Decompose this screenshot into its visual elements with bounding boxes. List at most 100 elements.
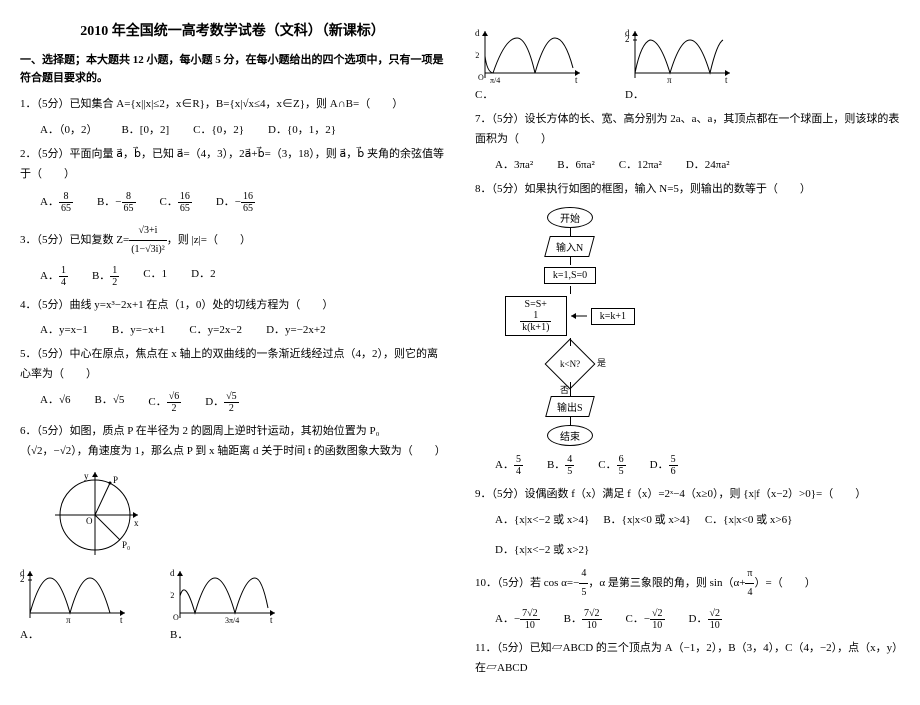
question-6: 6．（5分）如图，质点 P 在半径为 2 的圆周上逆时针运动，其初始位置为 P₀… <box>20 422 445 462</box>
flow-output: 输出S <box>545 396 594 417</box>
q8-opt-b: B．45 <box>547 454 574 477</box>
q6-graph-a: 2 π t d A． <box>20 568 130 642</box>
circle-diagram: P P₀ O x y <box>50 470 140 560</box>
question-8: 8．（5分）如果执行如图的框图，输入 N=5，则输出的数等于（ ） <box>475 180 900 200</box>
graph-label-c: C． <box>475 86 585 102</box>
q10-opt-a: A．−7√210 <box>495 608 540 631</box>
q5-opt-d: D．√52 <box>205 391 238 414</box>
q2-opt-d: D．−1665 <box>216 191 255 214</box>
q5-options: A．√6 B．√5 C．√62 D．√52 <box>40 391 445 414</box>
q2-opt-b: B．−865 <box>97 191 136 214</box>
q10-options: A．−7√210 B．7√210 C．−√210 D．√210 <box>495 608 900 631</box>
q1-options: A．（0，2） B．[0，2] C．{0，2} D．{0，1，2} <box>40 121 445 137</box>
flow-init: k=1,S=0 <box>544 267 596 284</box>
q4-opt-d: D．y=−2x+2 <box>266 321 326 337</box>
svg-text:√2: √2 <box>475 51 479 60</box>
q6-graphs-ab: 2 π t d A． √2 3π/4 t d O B． <box>20 568 445 642</box>
q8-options: A．54 B．45 C．65 D．56 <box>495 454 900 477</box>
flowchart: 开始 输入N k=1,S=0 S=S+1k(k+1) k=k+1 k<N? 是 … <box>505 207 900 446</box>
svg-text:d: d <box>475 28 480 38</box>
svg-text:d: d <box>20 568 25 578</box>
q5-opt-c: C．√62 <box>148 391 181 414</box>
q4-opt-c: C．y=2x−2 <box>189 321 242 337</box>
q9-opt-c: C．{x|x<0 或 x>6} <box>705 511 793 527</box>
svg-text:π: π <box>667 75 672 83</box>
q3-opt-d: D．2 <box>191 265 215 288</box>
q5-opt-b: B．√5 <box>94 391 124 414</box>
graph-label-a: A． <box>20 626 130 642</box>
question-10: 10．（5分）若 cos α=−45，α 是第三象限的角，则 sin（α+π4）… <box>475 565 900 602</box>
question-1: 1．（5分）已知集合 A={x||x|≤2，x∈R}，B={x|√x≤4，x∈Z… <box>20 95 445 115</box>
flow-no: 否 <box>560 383 569 396</box>
q9-opt-b: B．{x|x<0 或 x>4} <box>603 511 691 527</box>
q1-opt-c: C．{0，2} <box>193 121 244 137</box>
q6-graph-d: 2 π t d D． <box>625 28 735 102</box>
q5-opt-a: A．√6 <box>40 391 70 414</box>
section-header: 一、选择题；本大题共 12 小题，每小题 5 分，在每小题给出的四个选项中，只有… <box>20 52 445 87</box>
graph-label-b: B． <box>170 626 280 642</box>
svg-text:x: x <box>134 518 139 528</box>
q10-opt-d: D．√210 <box>689 608 722 631</box>
svg-text:t: t <box>120 615 123 623</box>
svg-text:π: π <box>66 615 71 623</box>
q1-opt-b: B．[0，2] <box>121 121 169 137</box>
q6-graph-c: √2 π/4 t d O C． <box>475 28 585 102</box>
flow-cond: k<N? <box>545 339 596 390</box>
svg-text:O: O <box>86 516 93 526</box>
svg-text:3π/4: 3π/4 <box>225 616 239 623</box>
q2-opt-a: A．865 <box>40 191 73 214</box>
graph-label-d: D． <box>625 86 735 102</box>
svg-text:t: t <box>575 75 578 83</box>
flow-yes: 是 <box>597 356 606 369</box>
question-4: 4．（5分）曲线 y=x³−2x+1 在点（1，0）处的切线方程为（ ） <box>20 296 445 316</box>
question-5: 5．（5分）中心在原点，焦点在 x 轴上的双曲线的一条渐近线经过点（4，2），则… <box>20 345 445 385</box>
q7-opt-c: C．12πa² <box>619 156 662 172</box>
svg-text:t: t <box>725 75 728 83</box>
flow-end: 结束 <box>547 425 593 446</box>
question-7: 7．（5分）设长方体的长、宽、高分别为 2a、a、a，其顶点都在一个球面上，则该… <box>475 110 900 150</box>
flow-inc: k=k+1 <box>591 308 635 325</box>
q9-options: A．{x|x<−2 或 x>4} B．{x|x<0 或 x>4} C．{x|x<… <box>495 511 900 557</box>
svg-text:t: t <box>270 615 273 623</box>
svg-text:π/4: π/4 <box>490 76 500 83</box>
question-2: 2．（5分）平面向量 a⃗，b⃗，已知 a⃗=（4，3），2a⃗+b⃗=（3，1… <box>20 145 445 185</box>
q1-opt-d: D．{0，1，2} <box>268 121 336 137</box>
q9-opt-a: A．{x|x<−2 或 x>4} <box>495 511 589 527</box>
svg-text:d: d <box>625 28 630 38</box>
svg-text:d: d <box>170 568 175 578</box>
q4-opt-a: A．y=x−1 <box>40 321 88 337</box>
q4-opt-b: B．y=−x+1 <box>112 321 165 337</box>
q8-opt-a: A．54 <box>495 454 523 477</box>
q7-opt-a: A．3πa² <box>495 156 533 172</box>
svg-text:O: O <box>478 73 484 82</box>
flow-calc: S=S+1k(k+1) <box>505 296 567 336</box>
q2-opt-c: C．1665 <box>160 191 192 214</box>
exam-title: 2010 年全国统一高考数学试卷（文科）（新课标） <box>20 20 445 40</box>
q6-graph-b: √2 3π/4 t d O B． <box>170 568 280 642</box>
question-11: 11．（5分）已知▱ABCD 的三个顶点为 A（−1，2），B（3，4），C（4… <box>475 639 900 679</box>
flow-start: 开始 <box>547 207 593 228</box>
q7-opt-d: D．24πa² <box>686 156 730 172</box>
svg-text:O: O <box>173 613 179 622</box>
q8-opt-d: D．56 <box>650 454 678 477</box>
q6-graphs-cd: √2 π/4 t d O C． 2 π t d D． <box>475 28 900 102</box>
q8-opt-c: C．65 <box>598 454 625 477</box>
q3-options: A．14 B．12 C．1 D．2 <box>40 265 445 288</box>
q4-options: A．y=x−1 B．y=−x+1 C．y=2x−2 D．y=−2x+2 <box>40 321 445 337</box>
q1-opt-a: A．（0，2） <box>40 121 97 137</box>
q7-options: A．3πa² B．6πa² C．12πa² D．24πa² <box>495 156 900 172</box>
flow-input: 输入N <box>545 236 596 257</box>
q2-options: A．865 B．−865 C．1665 D．−1665 <box>40 191 445 214</box>
q10-opt-b: B．7√210 <box>564 608 602 631</box>
svg-text:y: y <box>84 471 89 481</box>
q3-opt-c: C．1 <box>143 265 167 288</box>
q10-opt-c: C．−√210 <box>626 608 665 631</box>
svg-text:P: P <box>113 475 118 485</box>
question-9: 9．（5分）设偶函数 f（x）满足 f（x）=2ˣ−4（x≥0），则 {x|f（… <box>475 485 900 505</box>
question-3: 3．（5分）已知复数 Z=√3+i(1−√3i)²，则 |z|=（ ） <box>20 222 445 259</box>
q3-opt-a: A．14 <box>40 265 68 288</box>
q9-opt-d: D．{x|x<−2 或 x>2} <box>495 541 589 557</box>
svg-text:√2: √2 <box>170 591 174 600</box>
q7-opt-b: B．6πa² <box>557 156 595 172</box>
svg-text:P₀: P₀ <box>122 540 130 550</box>
